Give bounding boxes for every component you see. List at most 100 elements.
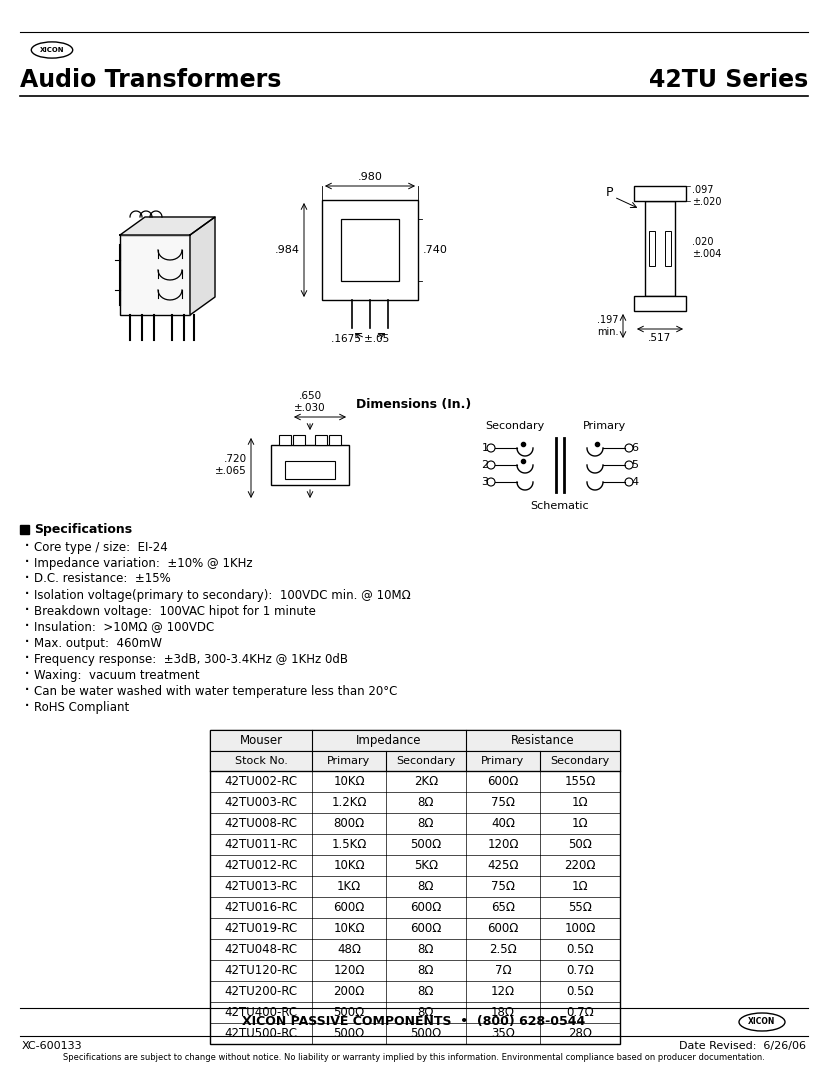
Text: ·: · — [24, 649, 31, 669]
Text: 8Ω: 8Ω — [418, 1006, 433, 1019]
Text: 42TU008-RC: 42TU008-RC — [224, 817, 297, 830]
Text: .720
±.065: .720 ±.065 — [215, 454, 246, 476]
Text: 0.7Ω: 0.7Ω — [566, 1006, 593, 1019]
Text: 120Ω: 120Ω — [332, 964, 365, 977]
Text: 75Ω: 75Ω — [490, 880, 514, 893]
Text: 200Ω: 200Ω — [333, 985, 364, 998]
Bar — [120, 235, 189, 315]
Text: 6: 6 — [631, 443, 638, 453]
Bar — [20, 525, 29, 534]
Text: .1675 ±.05: .1675 ±.05 — [331, 334, 389, 344]
Bar — [664, 231, 670, 266]
Text: 500Ω: 500Ω — [333, 1027, 364, 1040]
Text: 42TU012-RC: 42TU012-RC — [224, 859, 297, 871]
Text: Mouser: Mouser — [239, 734, 282, 747]
Text: 10KΩ: 10KΩ — [332, 859, 365, 871]
Text: 500Ω: 500Ω — [410, 838, 441, 851]
Text: XICON PASSIVE COMPONENTS  •  (800) 628-0544: XICON PASSIVE COMPONENTS • (800) 628-054… — [242, 1016, 585, 1028]
Text: 8Ω: 8Ω — [418, 796, 433, 808]
Text: 1Ω: 1Ω — [571, 817, 588, 830]
Bar — [341, 219, 399, 281]
Text: Stock No.: Stock No. — [234, 756, 287, 766]
Text: 42TU400-RC: 42TU400-RC — [224, 1006, 297, 1019]
Bar — [328, 435, 341, 445]
Text: 220Ω: 220Ω — [563, 859, 595, 871]
Text: Insulation:  >10MΩ @ 100VDC: Insulation: >10MΩ @ 100VDC — [34, 621, 214, 633]
Text: .984: .984 — [275, 245, 299, 255]
Text: Primary: Primary — [327, 756, 370, 766]
Text: ·: · — [24, 617, 31, 637]
Text: 5KΩ: 5KΩ — [414, 859, 437, 871]
Text: Primary: Primary — [583, 421, 626, 431]
Text: Waxing:  vacuum treatment: Waxing: vacuum treatment — [34, 669, 199, 681]
Text: Impedance variation:  ±10% @ 1KHz: Impedance variation: ±10% @ 1KHz — [34, 556, 252, 569]
Text: Specifications: Specifications — [34, 523, 132, 536]
Text: ·: · — [24, 553, 31, 572]
Text: 600Ω: 600Ω — [487, 922, 518, 934]
Text: ·: · — [24, 601, 31, 621]
Text: 50Ω: 50Ω — [567, 838, 591, 851]
Bar — [648, 231, 654, 266]
Text: 100Ω: 100Ω — [564, 922, 595, 934]
Text: Audio Transformers: Audio Transformers — [20, 68, 281, 92]
Text: .517: .517 — [648, 333, 671, 343]
Text: 1KΩ: 1KΩ — [337, 880, 361, 893]
Text: ·: · — [24, 569, 31, 588]
Bar — [210, 731, 619, 1045]
Text: 42TU048-RC: 42TU048-RC — [224, 943, 297, 956]
Text: .980: .980 — [357, 172, 382, 182]
Text: 35Ω: 35Ω — [490, 1027, 514, 1040]
Text: ·: · — [24, 697, 31, 717]
Bar — [644, 201, 674, 296]
Text: 42TU Series: 42TU Series — [648, 68, 807, 92]
Text: 55Ω: 55Ω — [567, 901, 591, 914]
Text: 1: 1 — [481, 443, 488, 453]
Text: 120Ω: 120Ω — [486, 838, 519, 851]
Text: Breakdown voltage:  100VAC hipot for 1 minute: Breakdown voltage: 100VAC hipot for 1 mi… — [34, 604, 315, 617]
Text: Secondary: Secondary — [396, 756, 455, 766]
Text: 1Ω: 1Ω — [571, 796, 588, 808]
Text: 42TU200-RC: 42TU200-RC — [224, 985, 297, 998]
Text: Frequency response:  ±3dB, 300-3.4KHz @ 1KHz 0dB: Frequency response: ±3dB, 300-3.4KHz @ 1… — [34, 653, 347, 665]
Text: 4: 4 — [631, 477, 638, 487]
Text: 10KΩ: 10KΩ — [332, 775, 365, 788]
Bar — [314, 435, 327, 445]
Text: D.C. resistance:  ±15%: D.C. resistance: ±15% — [34, 572, 170, 585]
Text: Secondary: Secondary — [550, 756, 609, 766]
Text: 600Ω: 600Ω — [487, 775, 518, 788]
Text: XICON: XICON — [748, 1018, 775, 1026]
Text: .020
±.004: .020 ±.004 — [691, 237, 720, 258]
Text: 1Ω: 1Ω — [571, 880, 588, 893]
Text: .197
min.: .197 min. — [597, 315, 619, 336]
Text: Dimensions (In.): Dimensions (In.) — [356, 398, 471, 411]
Text: 500Ω: 500Ω — [333, 1006, 364, 1019]
Text: 42TU120-RC: 42TU120-RC — [224, 964, 297, 977]
Text: 8Ω: 8Ω — [418, 964, 433, 977]
Text: 65Ω: 65Ω — [490, 901, 514, 914]
Bar — [633, 186, 686, 201]
Text: RoHS Compliant: RoHS Compliant — [34, 701, 129, 713]
Text: .740: .740 — [423, 245, 447, 255]
Text: XICON: XICON — [40, 47, 65, 53]
Text: ·: · — [24, 665, 31, 685]
Polygon shape — [120, 217, 215, 235]
Text: 42TU019-RC: 42TU019-RC — [224, 922, 297, 934]
Text: 8Ω: 8Ω — [418, 880, 433, 893]
Text: 5: 5 — [631, 460, 638, 470]
Text: 8Ω: 8Ω — [418, 985, 433, 998]
Text: 48Ω: 48Ω — [337, 943, 361, 956]
Text: ·: · — [24, 633, 31, 653]
Text: 600Ω: 600Ω — [333, 901, 364, 914]
Text: Core type / size:  EI-24: Core type / size: EI-24 — [34, 540, 168, 553]
Text: 2.5Ω: 2.5Ω — [489, 943, 516, 956]
Text: ·: · — [24, 537, 31, 556]
Text: Specifications are subject to change without notice. No liability or warranty im: Specifications are subject to change wit… — [63, 1053, 764, 1063]
Text: 18Ω: 18Ω — [490, 1006, 514, 1019]
Text: 28Ω: 28Ω — [567, 1027, 591, 1040]
Text: 1.5KΩ: 1.5KΩ — [331, 838, 366, 851]
Text: 10KΩ: 10KΩ — [332, 922, 365, 934]
Text: Resistance: Resistance — [510, 734, 574, 747]
Text: 75Ω: 75Ω — [490, 796, 514, 808]
Polygon shape — [189, 217, 215, 315]
Text: 42TU013-RC: 42TU013-RC — [224, 880, 297, 893]
